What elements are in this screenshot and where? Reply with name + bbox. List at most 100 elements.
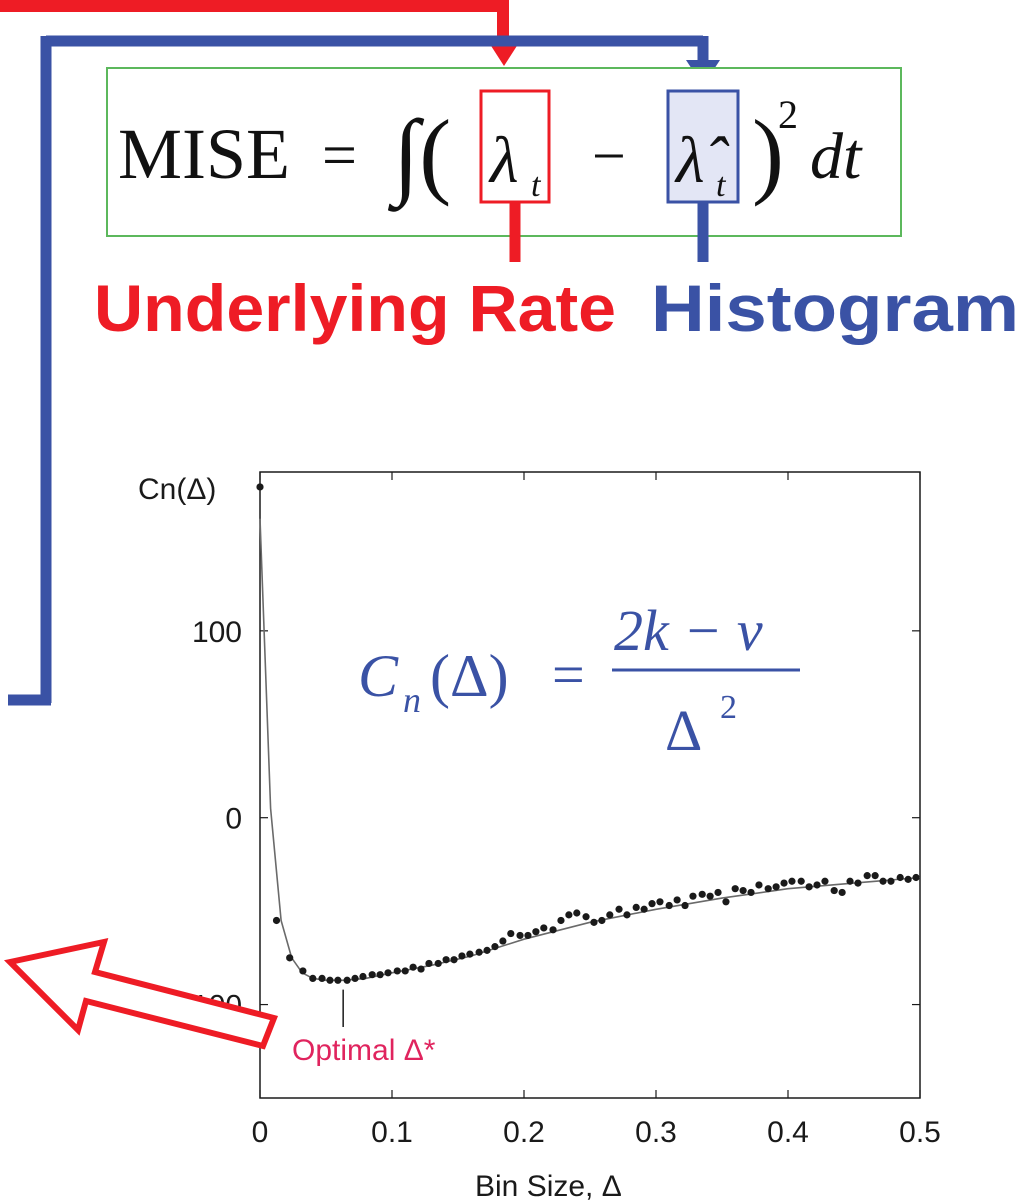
data-point (309, 974, 317, 983)
red-connector (0, 0, 522, 66)
data-point (805, 883, 813, 891)
plot-frame (259, 471, 921, 1099)
equation-equals: = (322, 122, 357, 190)
x-tick-label: 0.3 (635, 1116, 677, 1149)
underlying-rate-label: Underlying Rate (94, 271, 616, 345)
data-point (879, 877, 887, 885)
equation-integral: ∫( (387, 100, 451, 212)
data-point (656, 898, 664, 906)
formula-denominator: Δ (665, 698, 702, 763)
data-point (764, 885, 772, 893)
data-point (256, 483, 264, 491)
y-tick-label: 100 (192, 616, 242, 649)
optimal-label: Optimal Δ* (292, 1034, 436, 1067)
data-point (532, 928, 540, 936)
data-point (318, 974, 326, 983)
x-tick-label: 0.2 (503, 1116, 545, 1149)
data-point (286, 954, 294, 962)
data-point (714, 888, 722, 897)
data-point (904, 875, 912, 883)
equation-minus: − (592, 123, 626, 189)
data-point (549, 926, 557, 934)
data-point (722, 898, 730, 906)
data-point (648, 900, 656, 908)
data-point (540, 924, 548, 932)
data-point (516, 931, 524, 940)
x-axis-title: Bin Size, Δ (475, 1170, 622, 1203)
data-point (871, 872, 879, 880)
equation-dt: dt (810, 120, 863, 193)
data-point (458, 952, 466, 960)
data-point (739, 886, 747, 895)
data-point (797, 877, 805, 885)
data-point (706, 892, 714, 900)
data-point (689, 892, 697, 900)
data-point (838, 888, 846, 897)
axis-ticks (259, 472, 921, 1098)
data-point (483, 946, 491, 954)
data-point (507, 929, 515, 938)
data-point (615, 905, 623, 913)
data-point (830, 886, 838, 895)
data-point (491, 943, 499, 951)
data-point (417, 965, 425, 973)
data-point (376, 971, 384, 979)
data-point (524, 931, 532, 940)
lambda-hat-box (666, 89, 740, 204)
data-point (755, 881, 763, 889)
data-point (681, 901, 689, 910)
data-point (393, 967, 401, 975)
data-point (665, 901, 673, 910)
formula-denominator-power: 2 (720, 689, 737, 726)
data-point (673, 896, 681, 904)
data-point (425, 959, 433, 968)
data-point (434, 959, 442, 968)
data-point (788, 877, 796, 885)
data-point (606, 911, 614, 919)
data-point (731, 885, 739, 893)
equation-lambda-hat-subscript: t (716, 167, 727, 204)
data-point (772, 883, 780, 891)
data-point (299, 967, 307, 975)
equation-lhs: MISE (118, 114, 290, 194)
data-point (466, 950, 474, 958)
data-point (863, 872, 871, 880)
data-point (272, 916, 281, 925)
data-point (896, 873, 904, 882)
data-point (359, 972, 367, 981)
data-point (821, 877, 829, 885)
data-point (598, 916, 606, 925)
equation-power: 2 (778, 92, 798, 137)
data-point (912, 873, 920, 882)
formula-c: C (358, 643, 399, 709)
data-point (640, 905, 648, 913)
data-point (499, 937, 507, 945)
data-point (747, 888, 755, 897)
data-point (780, 879, 788, 887)
data-points (256, 483, 920, 984)
equation-lambda: λ (488, 124, 519, 197)
formula-arg: (Δ) (430, 643, 509, 709)
x-tick-label: 0.1 (371, 1116, 413, 1149)
histogram-label: Histogram (651, 271, 1019, 345)
data-point (351, 974, 359, 983)
data-point (590, 918, 598, 926)
formula-subscript-n: n (403, 680, 421, 720)
data-point (573, 909, 581, 917)
data-point (698, 890, 706, 898)
data-point (326, 976, 334, 984)
data-point (557, 916, 565, 925)
data-point (442, 956, 450, 964)
data-point (854, 879, 862, 887)
y-axis-title: Cn(Δ) (138, 473, 216, 506)
data-point (846, 877, 854, 885)
data-point (582, 913, 590, 921)
x-tick-label: 0 (252, 1116, 269, 1149)
y-tick-label: 0 (225, 803, 242, 836)
hollow-red-arrow-icon (3, 938, 279, 1050)
x-tick-label: 0.5 (899, 1116, 941, 1149)
formula-equals: = (552, 642, 585, 707)
data-point (368, 971, 376, 979)
data-point (887, 877, 895, 885)
